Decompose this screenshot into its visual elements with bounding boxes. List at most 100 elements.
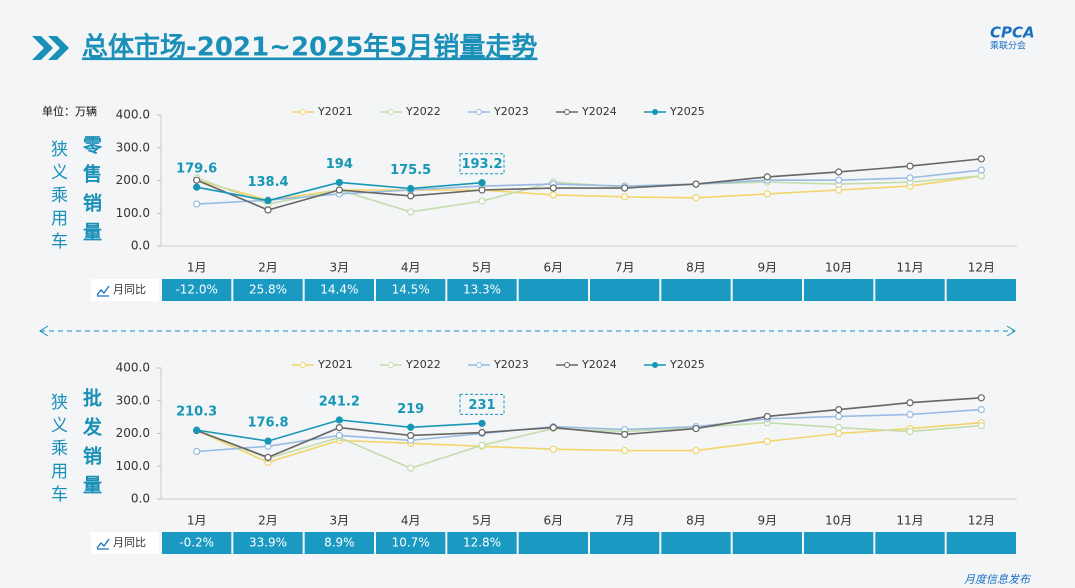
data-label: 175.5 (390, 163, 431, 178)
metric-label: 批发销量 (80, 388, 102, 504)
point (407, 184, 415, 193)
data-label: 194 (326, 157, 353, 172)
yoy-cell (233, 532, 303, 554)
legend-marker (388, 109, 394, 115)
x-tick-label: 4月 (401, 514, 421, 528)
yoy-cell (661, 279, 731, 301)
yoy-cell (162, 532, 232, 554)
yoy-cell (518, 279, 588, 301)
footer: 月度信息发布 (964, 573, 1032, 586)
title: 总体市场-2021~2025年5月销量走势 (82, 32, 537, 63)
legend-marker (652, 362, 658, 368)
title-icon (32, 36, 69, 60)
yoy-cell (661, 532, 731, 554)
data-label: 231 (468, 398, 495, 413)
point (478, 441, 486, 449)
y-tick-label: 400.0 (116, 108, 150, 122)
point (478, 197, 486, 205)
series-line (196, 421, 982, 470)
point (335, 186, 343, 194)
side-label: 狭义乘用车 (47, 140, 67, 255)
legend-label: Y2023 (493, 358, 529, 371)
yoy-cell (376, 532, 446, 554)
x-tick-label: 12月 (968, 261, 995, 275)
point (835, 168, 843, 176)
point (763, 437, 771, 445)
yoy-cell (875, 532, 945, 554)
point (621, 184, 629, 192)
x-tick-label: 6月 (544, 514, 564, 528)
x-tick-label: 2月 (258, 261, 278, 275)
point (478, 428, 486, 437)
point (835, 405, 843, 414)
point (906, 427, 914, 436)
label-box (459, 393, 505, 415)
legend-label: Y2021 (317, 105, 353, 118)
x-tick-label: 4月 (401, 261, 421, 275)
yoy-cell (376, 279, 446, 301)
yoy-value: 14.4% (320, 283, 358, 297)
legend-label: Y2024 (581, 105, 617, 118)
point (264, 197, 272, 205)
data-label: 210.3 (176, 405, 217, 420)
series-line (196, 421, 982, 464)
point (906, 410, 914, 419)
yoy-cell (946, 532, 1016, 554)
x-tick-label: 5月 (472, 514, 492, 528)
y-tick-label: 0.0 (131, 492, 150, 506)
x-tick-label: 2月 (258, 514, 278, 528)
point (264, 206, 272, 214)
y-tick-label: 200.0 (116, 426, 150, 440)
y-tick-label: 100.0 (116, 206, 150, 220)
yoy-cell (447, 532, 517, 554)
yoy-label: 月同比 (113, 536, 146, 549)
yoy-cell (590, 279, 660, 301)
point (692, 424, 700, 433)
point (835, 186, 843, 194)
point (977, 394, 985, 402)
yoy-value: 25.8% (249, 283, 287, 297)
x-tick-label: 11月 (896, 261, 923, 275)
yoy-value: 13.3% (463, 283, 501, 297)
x-tick-label: 9月 (758, 261, 778, 275)
point (906, 174, 914, 182)
point (193, 176, 201, 184)
yoy-cell (233, 279, 303, 301)
yoy-cell (732, 532, 802, 554)
yoy-icon (96, 285, 110, 297)
logo-sub: 乘联分会 (990, 40, 1026, 52)
point (335, 178, 343, 187)
x-tick-label: 8月 (686, 514, 706, 528)
point (835, 412, 843, 421)
unit-label: 单位：万辆 (42, 104, 97, 118)
point (549, 445, 557, 453)
point (335, 431, 343, 440)
yoy-cell (162, 279, 232, 301)
divider-arrows (39, 325, 1016, 337)
point (407, 464, 415, 472)
x-tick-label: 10月 (825, 514, 852, 528)
point (407, 431, 415, 440)
legend-label: Y2021 (317, 358, 353, 371)
x-tick-label: 12月 (968, 514, 995, 528)
point (977, 155, 985, 163)
y-tick-label: 300.0 (116, 393, 150, 407)
yoy-cell (590, 532, 660, 554)
x-tick-label: 9月 (758, 514, 778, 528)
point (763, 173, 771, 181)
x-tick-label: 10月 (825, 261, 852, 275)
yoy-value: -0.2% (179, 536, 214, 550)
point (621, 446, 629, 455)
point (193, 426, 201, 434)
data-label: 219 (397, 402, 424, 417)
legend-marker (652, 109, 658, 115)
legend-label: Y2022 (405, 358, 441, 371)
legend-label: Y2025 (669, 358, 705, 371)
x-tick-label: 7月 (615, 514, 635, 528)
yoy-value: 14.5% (392, 283, 430, 297)
metric-label: 零售销量 (80, 135, 102, 251)
yoy-cell (518, 532, 588, 554)
point (906, 399, 914, 407)
